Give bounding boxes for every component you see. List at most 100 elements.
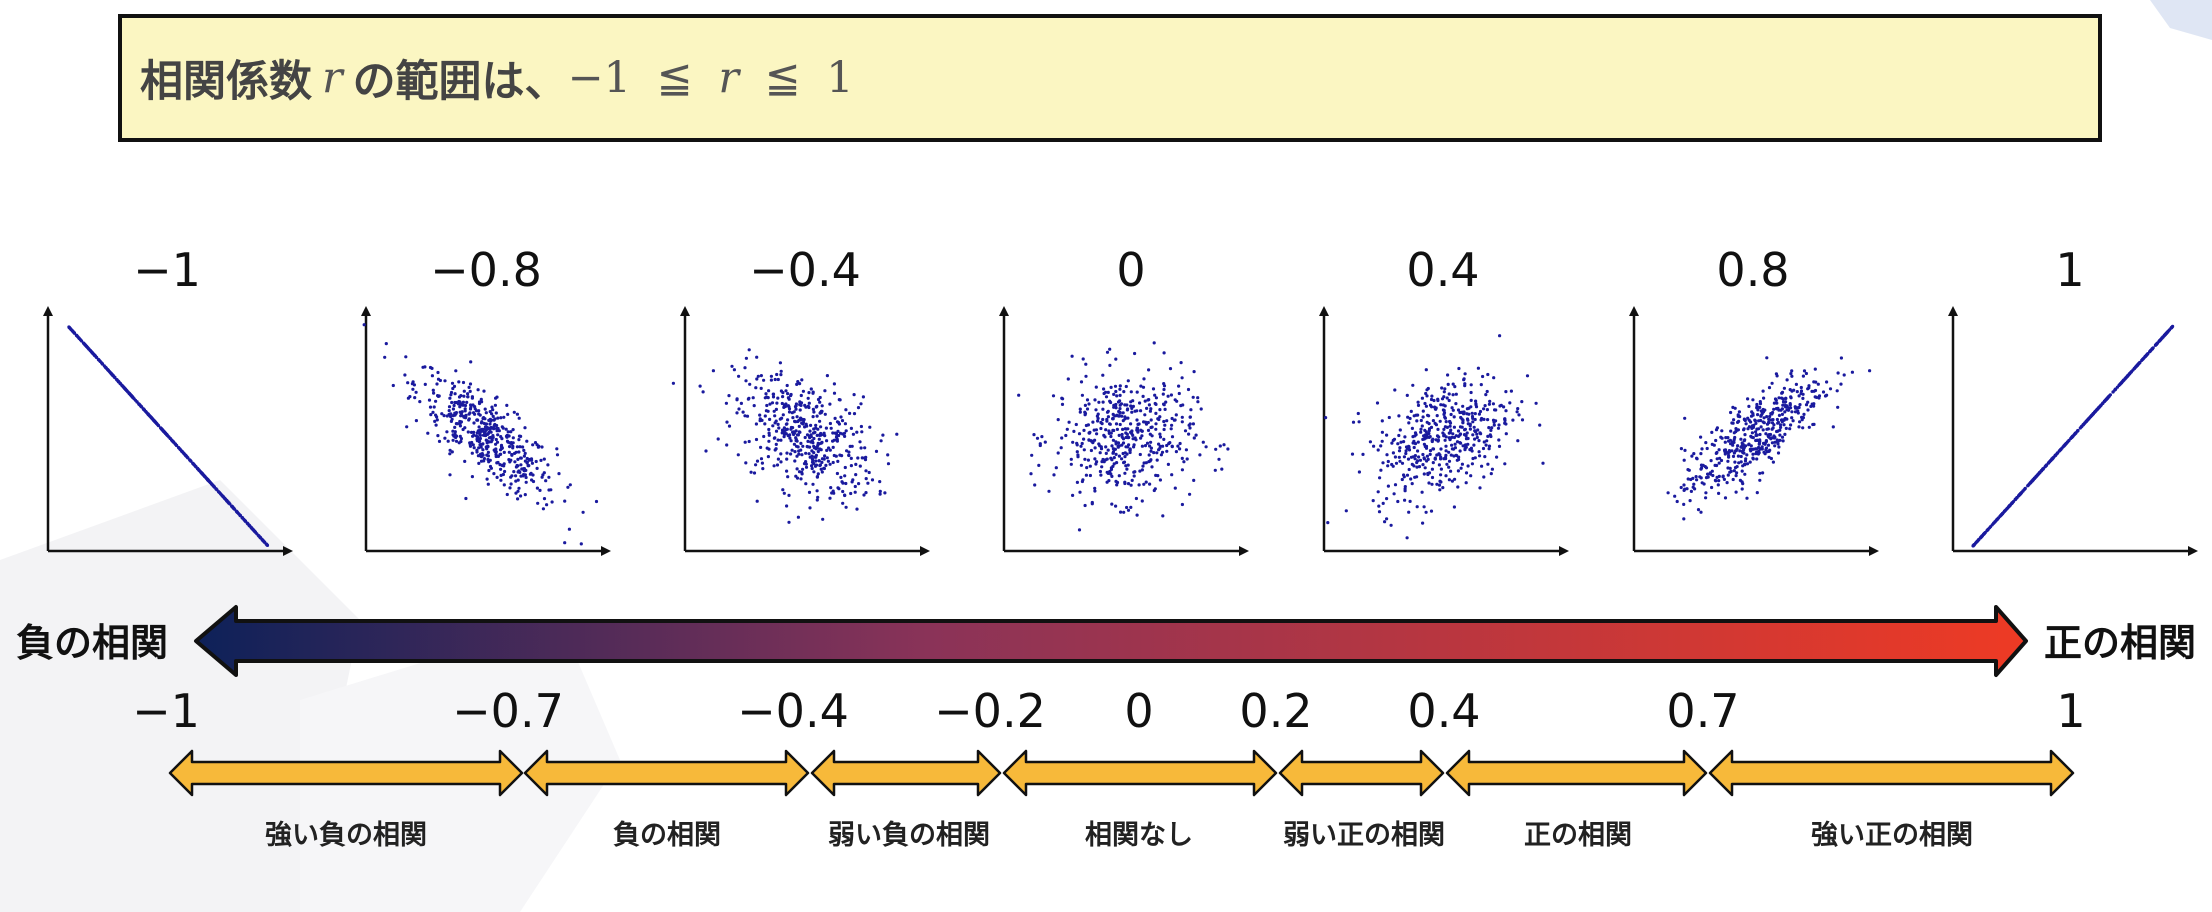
scatter-point — [785, 451, 789, 455]
scatter-point — [1794, 382, 1798, 386]
scatter-point — [1452, 415, 1456, 419]
scatter-point — [1444, 457, 1448, 461]
scatter-point — [1778, 423, 1783, 427]
scatter-point — [1520, 418, 1525, 422]
scatter-point — [1717, 479, 1721, 483]
scatter-point — [800, 470, 804, 474]
scatter-point — [870, 478, 875, 482]
scatter-point — [1503, 417, 1507, 421]
scatter-point — [767, 447, 771, 451]
scatter-point — [1158, 408, 1162, 412]
scatter-point — [1204, 445, 1208, 449]
scatter-point — [1079, 380, 1084, 384]
tick-0: 0 — [1124, 684, 1154, 738]
scatter-point — [744, 379, 748, 383]
scatter-point — [1745, 496, 1749, 500]
scatter-point — [432, 391, 436, 395]
scatter-point — [542, 457, 546, 461]
scatter-point — [1486, 434, 1490, 438]
scatter-point — [1111, 416, 1115, 420]
scatter-point — [1112, 462, 1116, 466]
scatter-point — [1442, 412, 1446, 416]
scatter-point — [2062, 444, 2066, 448]
scatter-point — [1423, 466, 1427, 470]
scatter-point — [468, 382, 473, 386]
scatter-point — [1515, 410, 1519, 414]
category-range-arrow-6 — [1708, 749, 2075, 797]
scatter-point — [852, 393, 856, 397]
scatter-point — [1781, 439, 1785, 443]
scatter-point — [495, 461, 499, 465]
scatter-point — [1439, 467, 1443, 471]
scatter-point — [807, 391, 811, 395]
scatter-point — [1806, 408, 1810, 412]
scatter-point — [795, 467, 799, 471]
scatter-point — [1470, 414, 1475, 419]
scatter-point — [1141, 464, 1145, 468]
scatter-point — [2046, 461, 2051, 465]
scatter-point — [495, 423, 499, 428]
scatter-point — [1154, 422, 1158, 426]
scatter-point — [854, 473, 858, 477]
scatter-point — [1704, 491, 1708, 495]
scatter-point — [1147, 460, 1151, 464]
scatter-point — [1118, 422, 1122, 427]
scatter-point — [466, 395, 470, 399]
scatter-point — [1106, 415, 1110, 419]
scatter-point — [1473, 412, 1477, 416]
scatter-point — [788, 436, 792, 440]
scatter-point — [796, 433, 801, 437]
scatter-point — [1038, 443, 1042, 448]
scatter-point — [1750, 447, 1754, 451]
scatter-plot-2 — [671, 306, 930, 556]
scatter-point — [759, 374, 764, 378]
scatter-point — [1472, 443, 1476, 447]
scatter-point — [798, 430, 802, 434]
scatter-point — [1773, 440, 1777, 444]
scatter-point — [1480, 464, 1484, 468]
scatter-point — [1728, 470, 1732, 474]
scatter-point — [1126, 379, 1130, 383]
scatter-point — [1087, 402, 1091, 406]
negative-correlation-label: 負の相関 — [16, 621, 169, 665]
scatter-point — [1729, 410, 1733, 415]
scatter-point — [1765, 415, 1769, 419]
scatter-point — [864, 491, 868, 495]
scatter-point — [1447, 478, 1451, 482]
scatter-point — [1465, 407, 1469, 411]
scatter-point — [1017, 393, 1021, 397]
scatter-point — [1485, 439, 1489, 443]
scatter-point — [1129, 404, 1133, 408]
scatter-point — [1476, 366, 1480, 370]
scatter-point — [1402, 455, 1406, 459]
scatter-point — [448, 473, 452, 477]
scatter-point — [813, 430, 817, 434]
scatter-point — [1463, 428, 1467, 432]
scatter-point — [1424, 444, 1429, 448]
scatter-point — [1460, 462, 1464, 466]
scatter-point — [768, 417, 772, 421]
scatter-point — [833, 416, 837, 420]
scatter-point — [1438, 479, 1442, 483]
scatter-point — [531, 479, 536, 484]
scatter-point — [886, 453, 890, 457]
scatter-point — [477, 412, 481, 416]
scatter-point — [1475, 432, 1479, 436]
scatter-point — [1108, 363, 1112, 367]
scatter-point — [525, 456, 529, 461]
scatter-point — [1118, 387, 1122, 391]
scatter-point — [853, 490, 857, 494]
scatter-point — [789, 425, 794, 430]
scatter-point — [488, 417, 492, 421]
scatter-point — [1446, 382, 1450, 386]
scatter-point — [1704, 496, 1708, 500]
scatter-point — [1736, 414, 1740, 418]
scatter-point — [857, 482, 861, 486]
scatter-point — [129, 394, 134, 398]
scatter-point — [518, 470, 522, 474]
scatter-point — [1443, 415, 1447, 419]
scatter-point — [468, 389, 472, 393]
scatter-point — [804, 462, 808, 466]
scatter-point — [2162, 334, 2166, 338]
scatter-point — [502, 450, 506, 454]
